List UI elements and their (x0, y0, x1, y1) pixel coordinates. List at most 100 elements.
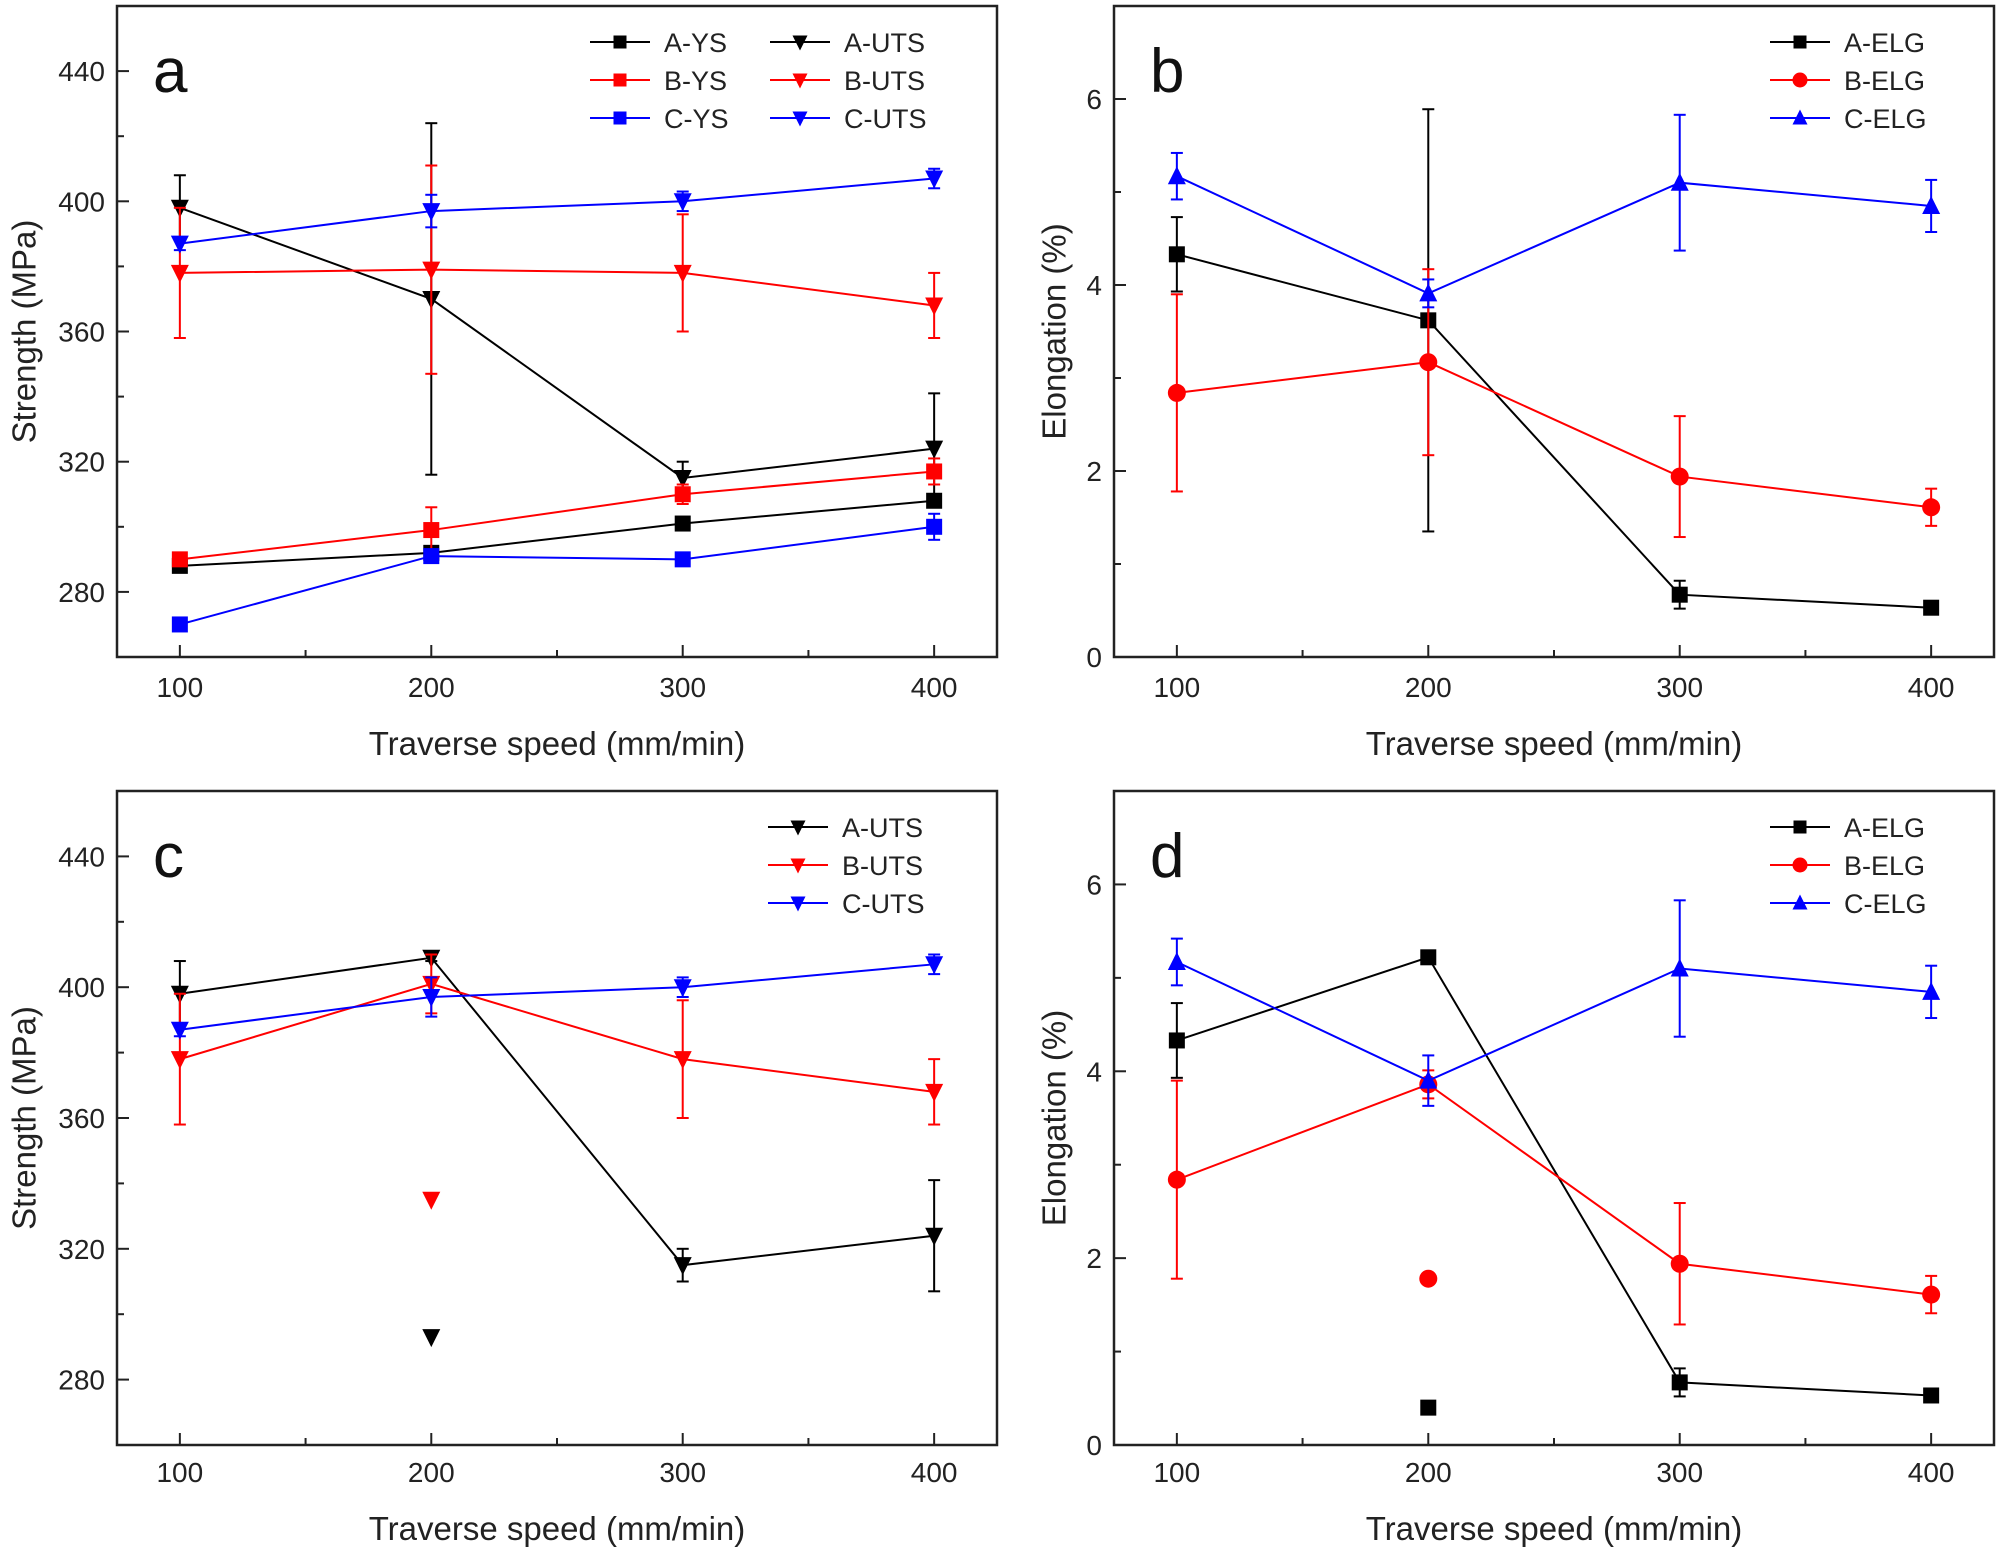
y-tick-label: 360 (58, 317, 105, 348)
series-line (179, 525, 935, 626)
data-point (674, 486, 691, 503)
series-C-UTS (170, 953, 944, 1040)
data-point (925, 956, 944, 975)
data-point (1419, 283, 1438, 302)
y-tick-label: 320 (58, 447, 105, 478)
y-axis-title: Strength (MPa) (6, 220, 43, 444)
legend-label: A-UTS (842, 813, 923, 843)
x-tick-label: 100 (1153, 1457, 1200, 1488)
data-point (1670, 1254, 1689, 1273)
data-point (673, 979, 692, 998)
series-B-YS (171, 457, 943, 568)
x-tick-label: 400 (911, 1457, 958, 1488)
x-axis-title: Traverse speed (mm/min) (1366, 1510, 1743, 1547)
data-point (170, 264, 189, 283)
data-point (925, 297, 944, 316)
series-B-ELG (1167, 1069, 1941, 1326)
data-point (1670, 467, 1689, 486)
x-tick-label: 200 (1405, 1457, 1452, 1488)
series-line (179, 268, 935, 307)
data-point (1923, 599, 1940, 616)
data-point (170, 1051, 189, 1070)
data-point (1922, 195, 1941, 214)
x-tick-label: 100 (156, 672, 203, 703)
y-axis-title: Elongation (%) (1036, 1010, 1073, 1226)
series-line (179, 963, 935, 1031)
legend-marker (792, 35, 808, 51)
x-tick-label: 200 (408, 1457, 455, 1488)
data-point (673, 1257, 692, 1276)
legend-label: A-ELG (1844, 813, 1925, 843)
legend-label: A-ELG (1844, 28, 1925, 58)
series-C-UTS (170, 167, 944, 254)
panel-d: 100 200 300 400 0 2 4 6 Traverse speed (mm/min) E… (1036, 789, 1996, 1547)
series-B-ELG (1167, 268, 1941, 539)
panel-label: b (1150, 37, 1184, 106)
y-axis-title: Elongation (%) (1036, 223, 1073, 439)
legend-label: B-ELG (1844, 66, 1925, 96)
outlier-point (422, 1329, 441, 1348)
data-point (423, 548, 440, 565)
data-point (1167, 383, 1186, 402)
legend-label: C-ELG (1844, 104, 1927, 134)
outlier-point (422, 1191, 441, 1210)
legend-label: B-UTS (844, 66, 925, 96)
series-line (1176, 1083, 1932, 1296)
series-line (179, 956, 935, 1267)
data-point (925, 170, 944, 189)
data-point (171, 551, 188, 568)
legend: A-ELG B-ELG C-ELG (1770, 28, 1927, 134)
series-line (1176, 956, 1932, 1397)
legend-marker (613, 35, 627, 49)
y-tick-label: 280 (58, 1365, 105, 1396)
x-tick-label: 300 (1656, 1457, 1703, 1488)
legend-entry: A-UTS (770, 28, 925, 58)
data-point (1167, 951, 1186, 970)
data-point (926, 463, 943, 480)
data-point (674, 551, 691, 568)
series-line (179, 499, 935, 567)
y-tick-label: 320 (58, 1234, 105, 1265)
legend-entry: C-YS (590, 104, 729, 134)
data-point (1671, 586, 1688, 603)
x-tick-label: 400 (1908, 672, 1955, 703)
legend-entry: C-UTS (768, 889, 925, 919)
legend-entry: A-UTS (768, 813, 923, 843)
series-C-ELG (1167, 899, 1941, 1107)
series-A-UTS (170, 949, 944, 1293)
series-A-ELG (1168, 949, 1940, 1404)
data-point (1922, 981, 1941, 1000)
data-point (170, 1021, 189, 1040)
legend-entry: A-YS (590, 28, 727, 58)
outlier-point (1419, 1269, 1438, 1288)
data-point (1923, 1387, 1940, 1404)
y-axis-title: Strength (MPa) (6, 1006, 43, 1230)
series-line (179, 470, 935, 561)
data-point (422, 261, 441, 280)
legend-label: C-YS (664, 104, 729, 134)
data-point (673, 264, 692, 283)
legend-label: A-UTS (844, 28, 925, 58)
data-point (422, 203, 441, 222)
legend-marker (613, 73, 627, 87)
legend-label: A-YS (664, 28, 727, 58)
series-B-UTS (170, 953, 944, 1126)
series-line (1176, 175, 1932, 295)
legend-marker (1792, 109, 1808, 125)
data-point (673, 193, 692, 212)
legend-marker (790, 820, 806, 836)
data-point (1670, 958, 1689, 977)
legend-label: C-UTS (844, 104, 927, 134)
x-tick-label: 300 (659, 672, 706, 703)
legend-marker (1792, 894, 1808, 910)
series-C-YS (171, 512, 943, 633)
legend-label: B-YS (664, 66, 727, 96)
legend-entry: C-UTS (770, 104, 927, 134)
data-point (171, 616, 188, 633)
legend-marker (792, 73, 808, 89)
outlier-point (1420, 1399, 1437, 1416)
y-tick-label: 360 (58, 1103, 105, 1134)
legend: A-YS A-UTS B-YS B-UTS C-YS C-UTS (590, 28, 927, 134)
legend-entry: B-UTS (768, 851, 923, 881)
